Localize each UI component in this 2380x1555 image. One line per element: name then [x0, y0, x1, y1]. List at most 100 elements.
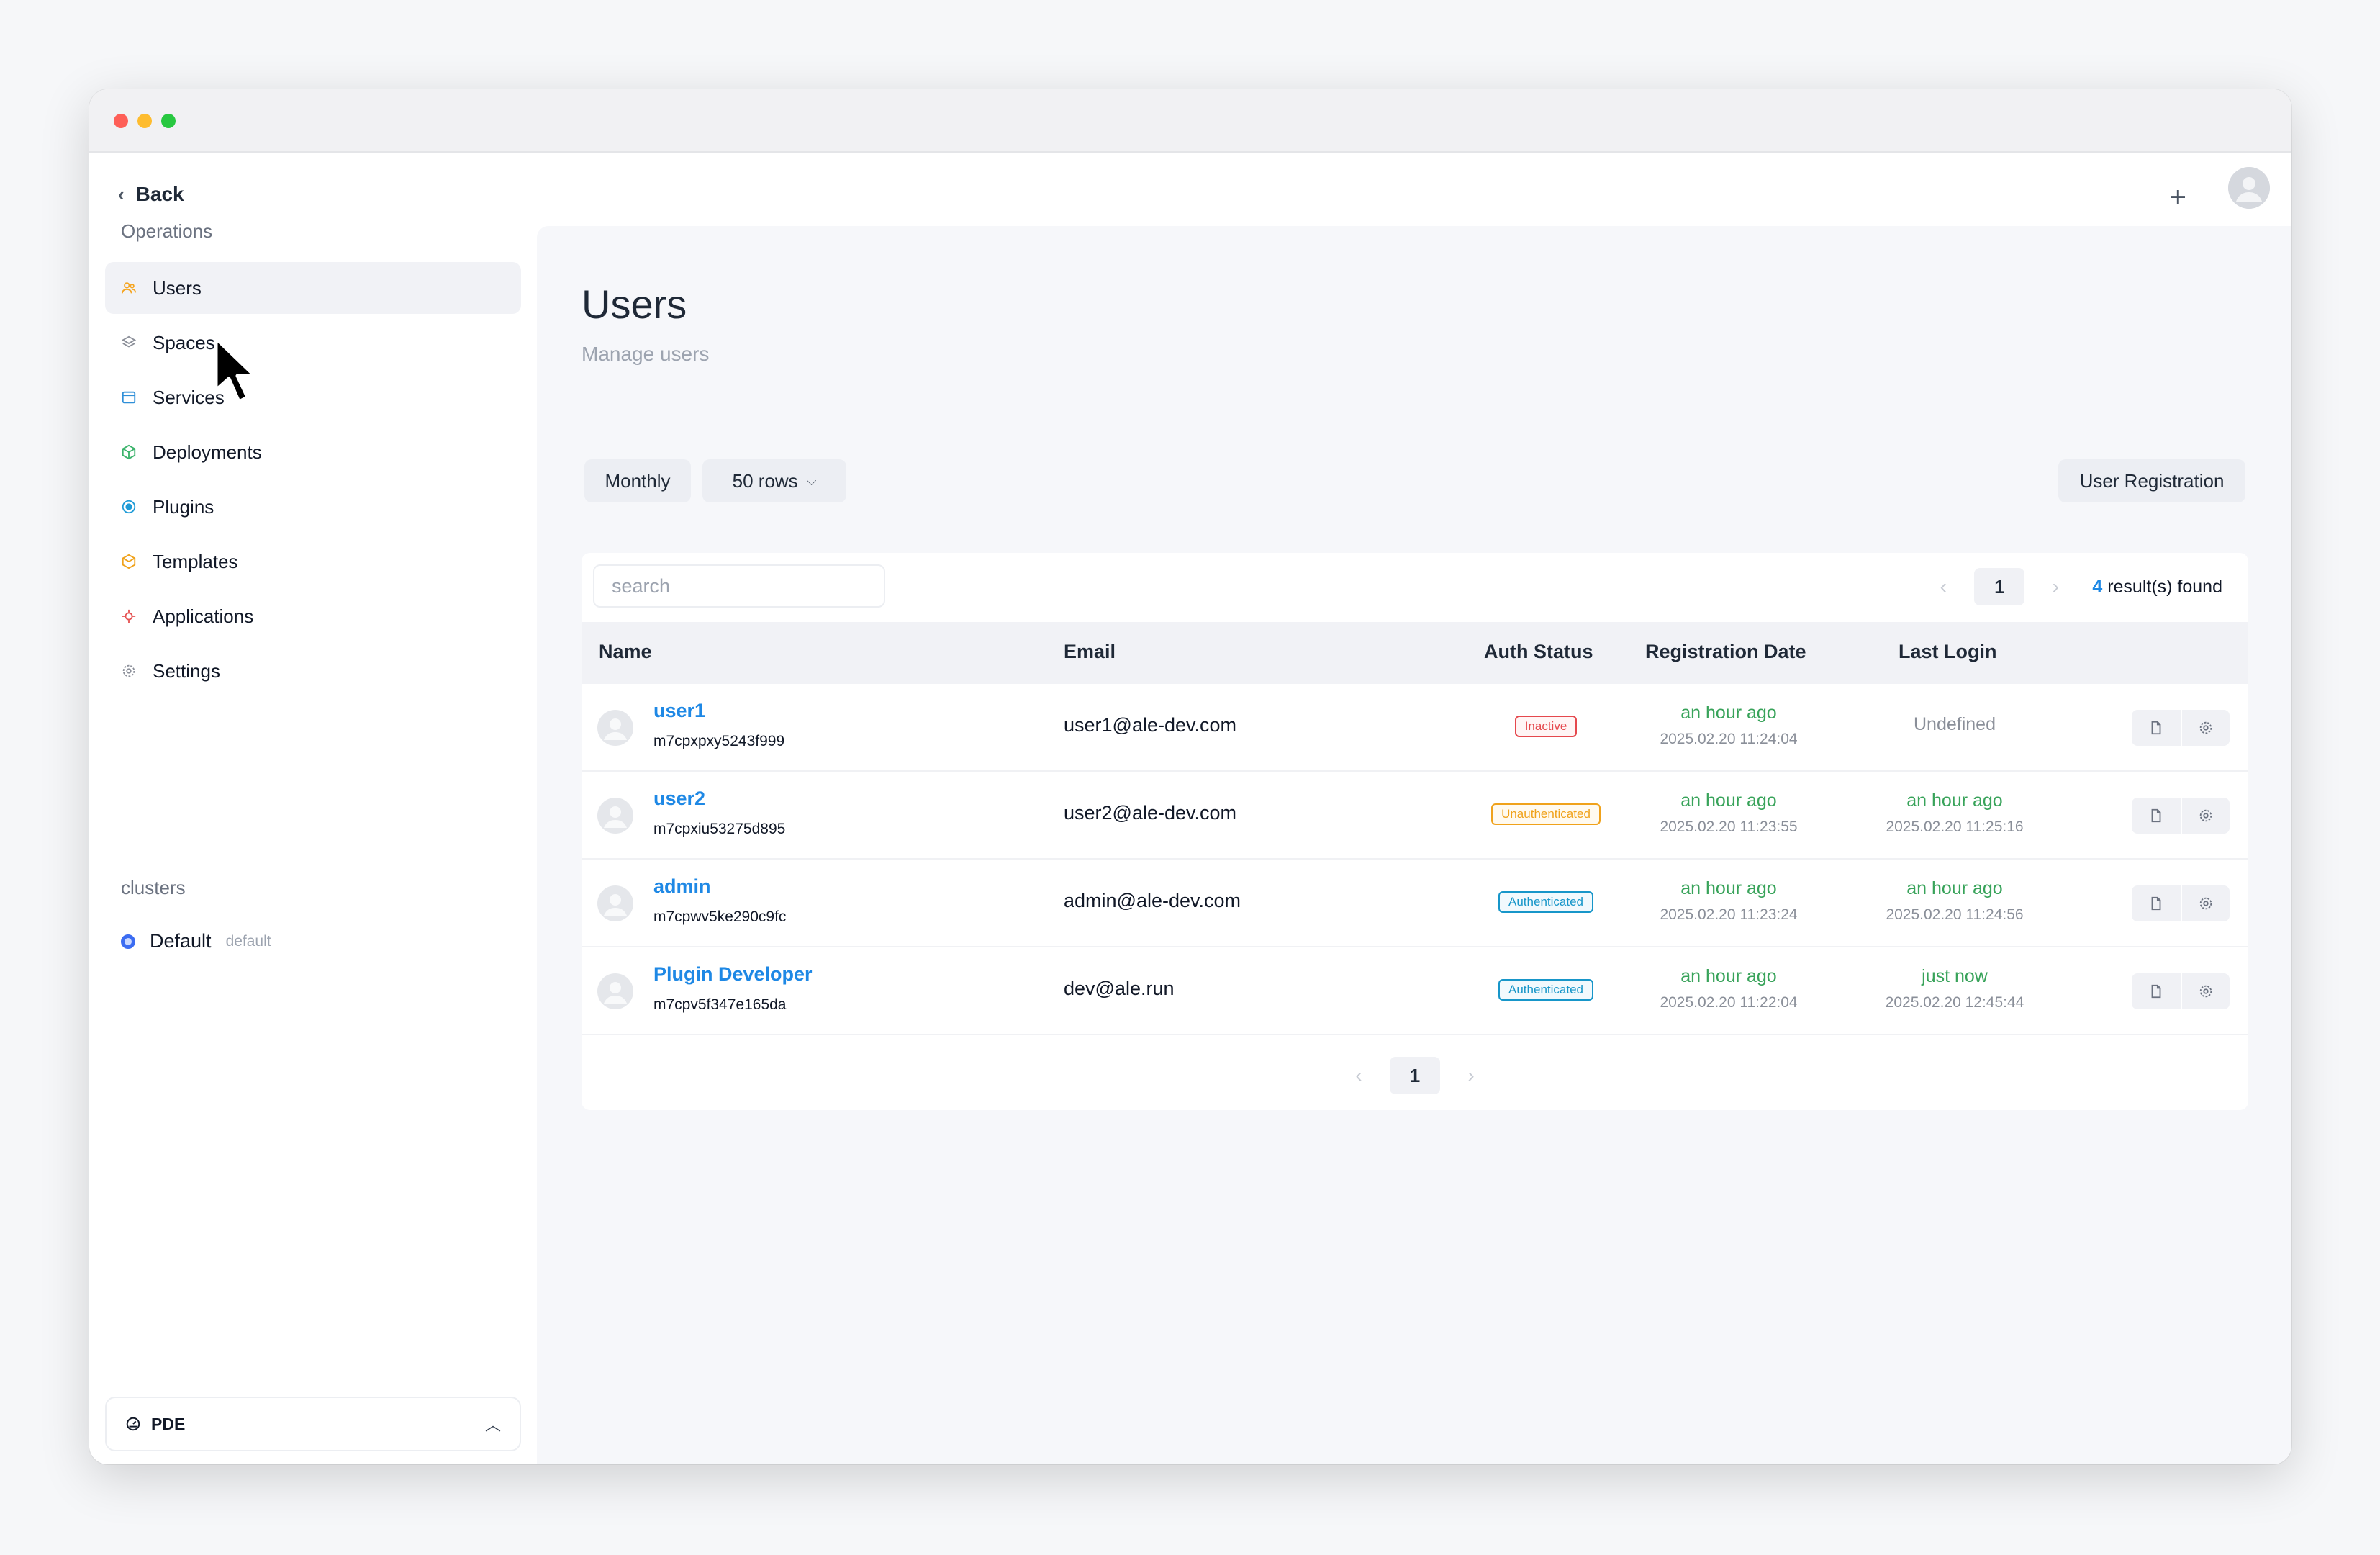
table-row: user2 m7cpxiu53275d895 user2@ale-dev.com… [582, 772, 2248, 860]
status-badge: Authenticated [1498, 891, 1593, 913]
status-badge: Inactive [1514, 716, 1578, 737]
column-header-auth-status[interactable]: Auth Status [1484, 641, 1593, 662]
page-subtitle: Manage users [582, 343, 710, 365]
window-icon [121, 389, 137, 405]
avatar [597, 710, 633, 746]
sidebar-item-plugins[interactable]: Plugins [105, 481, 521, 533]
registration-relative: an hour ago [1680, 790, 1777, 811]
avatar [597, 973, 633, 1009]
layers-icon [121, 335, 137, 351]
last-login: just now 2025.02.20 12:45:44 [1840, 966, 2070, 1011]
user-registration-button[interactable]: User Registration [2058, 459, 2245, 502]
chevron-up-icon: ︿ [484, 1416, 501, 1434]
sidebar-item-users[interactable]: Users [105, 262, 521, 314]
registration-absolute: 2025.02.20 11:23:55 [1660, 819, 1798, 835]
pagination-top: ‹ 1 › 4 result(s) found [1932, 567, 2222, 606]
sidebar-item-templates[interactable]: Templates [105, 536, 521, 587]
column-header-registration-date[interactable]: Registration Date [1645, 641, 1806, 662]
column-header-email[interactable]: Email [1064, 641, 1116, 662]
last-login: an hour ago 2025.02.20 11:25:16 [1840, 790, 2070, 836]
next-page-icon[interactable]: › [2052, 575, 2059, 598]
next-page-icon[interactable]: › [1467, 1064, 1475, 1086]
user-email: admin@ale-dev.com [1064, 890, 1241, 911]
pagination-bottom: ‹ 1 › [582, 1057, 2248, 1094]
avatar[interactable] [2228, 167, 2270, 209]
registration-relative: an hour ago [1680, 703, 1777, 723]
section-label-operations: Operations [121, 220, 213, 242]
sidebar-item-services[interactable]: Services [105, 371, 521, 423]
user-name-link[interactable]: Plugin Developer [653, 963, 813, 985]
sidebar-item-applications[interactable]: Applications [105, 590, 521, 642]
sidebar-item-label: Deployments [153, 441, 262, 463]
plugin-icon [121, 499, 137, 515]
gear-icon[interactable] [2181, 885, 2230, 921]
gear-icon[interactable] [2181, 798, 2230, 834]
page-number[interactable]: 1 [1974, 568, 2025, 605]
register-label: User Registration [2079, 469, 2225, 492]
sidebar-item-label: Applications [153, 605, 254, 627]
registration-absolute: 2025.02.20 11:22:04 [1660, 994, 1798, 1011]
user-email: dev@ale.run [1064, 978, 1175, 999]
sidebar-item-settings[interactable]: Settings [105, 645, 521, 697]
row-actions [2132, 885, 2230, 921]
document-icon[interactable] [2132, 885, 2181, 921]
back-button[interactable]: ‹ Back [118, 183, 184, 206]
cluster-icon [121, 934, 135, 949]
chevron-down-icon: ⌵ [806, 473, 817, 488]
registration-date: an hour ago 2025.02.20 11:24:04 [1614, 703, 1844, 748]
table-row: Plugin Developer m7cpv5f347e165da dev@al… [582, 947, 2248, 1035]
registration-date: an hour ago 2025.02.20 11:23:24 [1614, 878, 1844, 924]
sidebar-item-label: Spaces [153, 331, 215, 353]
last-login-absolute: 2025.02.20 11:24:56 [1886, 906, 2024, 923]
minimize-window-button[interactable] [137, 114, 152, 128]
back-label: Back [135, 183, 184, 205]
page-number[interactable]: 1 [1390, 1057, 1440, 1094]
column-header-name[interactable]: Name [599, 641, 652, 662]
sidebar-item-spaces[interactable]: Spaces [105, 317, 521, 369]
gear-icon[interactable] [2181, 973, 2230, 1009]
monthly-button[interactable]: Monthly [584, 459, 691, 502]
status-badge: Unauthenticated [1491, 803, 1601, 825]
user-name-link[interactable]: user1 [653, 700, 706, 721]
workspace-switcher[interactable]: PDE ︿ [105, 1397, 521, 1451]
sidebar-item-label: Settings [153, 659, 220, 682]
result-count-text: 4 result(s) found [2092, 577, 2222, 598]
column-header-last-login[interactable]: Last Login [1899, 641, 1997, 662]
title-bar [89, 89, 2291, 153]
section-label-clusters: clusters [121, 877, 186, 898]
sidebar-item-label: Plugins [153, 495, 214, 518]
maximize-window-button[interactable] [161, 114, 176, 128]
plus-icon[interactable]: + [2169, 181, 2186, 213]
result-suffix: result(s) found [2102, 576, 2222, 597]
row-actions [2132, 973, 2230, 1009]
sidebar: ‹ Back Operations Users Spaces Services [89, 153, 537, 1464]
cluster-name: Default [150, 930, 212, 952]
close-window-button[interactable] [114, 114, 128, 128]
last-login-absolute: 2025.02.20 12:45:44 [1885, 994, 2024, 1011]
dashboard-icon [125, 1416, 141, 1432]
search-input[interactable] [593, 564, 885, 608]
document-icon[interactable] [2132, 798, 2181, 834]
registration-absolute: 2025.02.20 11:24:04 [1660, 731, 1798, 747]
user-name-link[interactable]: admin [653, 875, 711, 897]
user-id: m7cpxpxy5243f999 [653, 733, 785, 749]
table-row: admin m7cpwv5ke290c9fc admin@ale-dev.com… [582, 860, 2248, 947]
last-login-relative: just now [1922, 966, 1988, 986]
prev-page-icon[interactable]: ‹ [1940, 575, 1947, 598]
rows-label: 50 rows [732, 469, 798, 492]
rows-per-page-select[interactable]: 50 rows ⌵ [702, 459, 846, 502]
app-icon [121, 608, 137, 624]
page-title: Users [582, 281, 687, 327]
document-icon[interactable] [2132, 973, 2181, 1009]
registration-date: an hour ago 2025.02.20 11:23:55 [1614, 790, 1844, 836]
cluster-item-default[interactable]: Default default [121, 930, 271, 952]
registration-relative: an hour ago [1680, 878, 1777, 898]
chevron-left-icon: ‹ [118, 183, 125, 205]
user-name-link[interactable]: user2 [653, 788, 706, 809]
gear-icon[interactable] [2181, 710, 2230, 746]
registration-absolute: 2025.02.20 11:23:24 [1660, 906, 1798, 923]
prev-page-icon[interactable]: ‹ [1355, 1064, 1362, 1086]
status-badge: Authenticated [1498, 979, 1593, 1001]
document-icon[interactable] [2132, 710, 2181, 746]
sidebar-item-deployments[interactable]: Deployments [105, 426, 521, 478]
